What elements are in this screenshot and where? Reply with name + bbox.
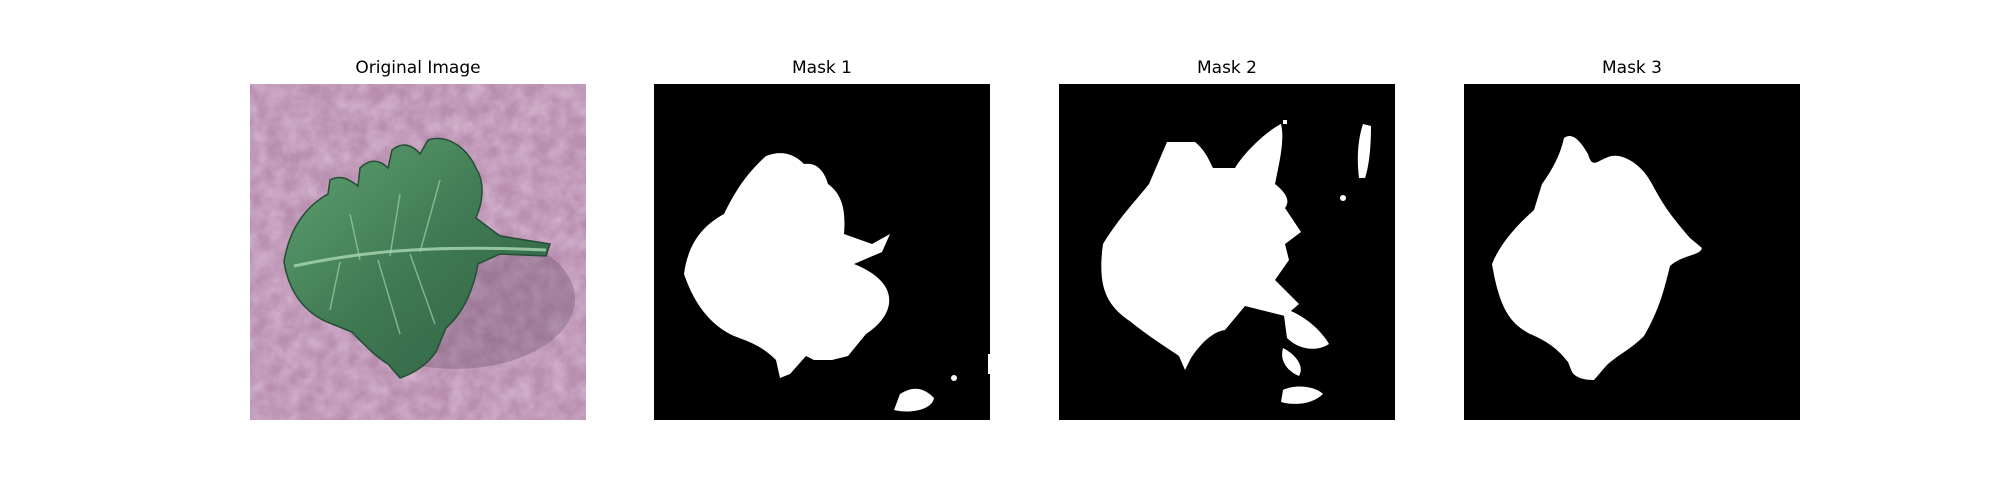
mask-1-panel: Mask 1 <box>654 57 990 420</box>
mask-3-image <box>1464 84 1800 420</box>
panel-title: Mask 2 <box>1196 58 1257 78</box>
original-image-panel: Original Image <box>250 57 586 420</box>
leaf-photo <box>250 84 586 420</box>
mask-2-image <box>1059 84 1395 420</box>
mask-1-image <box>654 84 990 420</box>
panel-title: Original Image <box>355 58 481 78</box>
mask-2-panel: Mask 2 <box>1059 57 1395 420</box>
panel-title: Mask 1 <box>791 58 852 78</box>
panel-title: Mask 3 <box>1601 58 1662 78</box>
mask-3-panel: Mask 3 <box>1464 57 1800 420</box>
